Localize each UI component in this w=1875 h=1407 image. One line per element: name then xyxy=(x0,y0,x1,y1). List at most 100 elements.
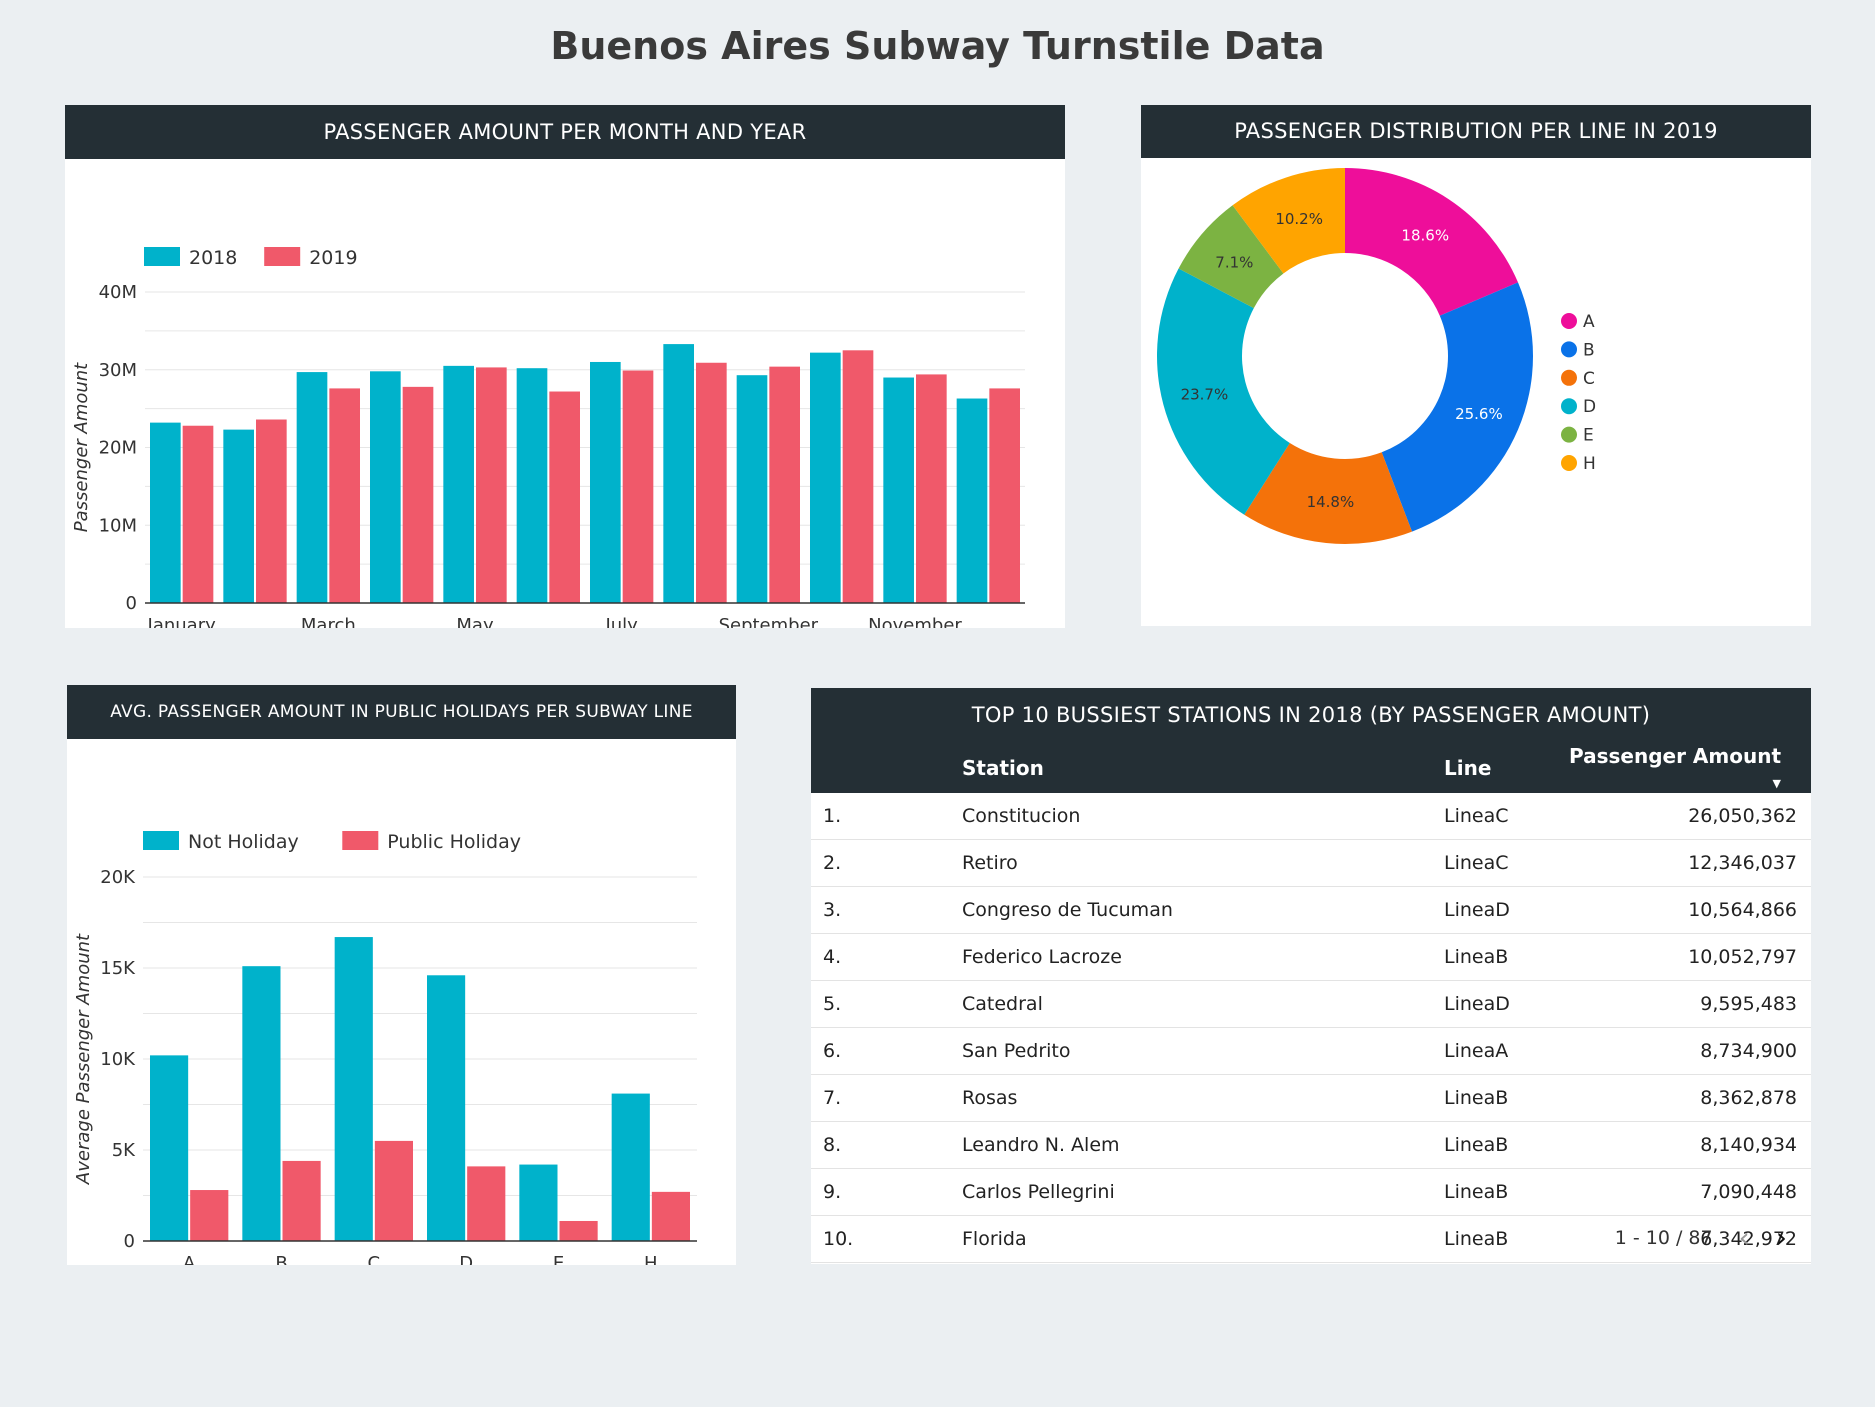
y-tick-label: 20M xyxy=(99,438,137,459)
bar-2019 xyxy=(696,362,727,603)
slice-label: 25.6% xyxy=(1455,405,1503,423)
legend-dot xyxy=(1561,369,1577,386)
bar-public-holiday xyxy=(282,1160,321,1241)
station-cell: Carlos Pellegrini xyxy=(961,1168,1443,1216)
line-cell: LineaC xyxy=(1443,839,1565,887)
chevron-left-icon[interactable]: ‹ xyxy=(1738,1221,1750,1254)
table-row: 7. Rosas LineaB 8,362,878 xyxy=(811,1074,1811,1122)
monthly-bar-chart: 010M20M30M40MJanuaryFebruaryMarchAprilMa… xyxy=(71,247,1036,661)
rank-cell: 7. xyxy=(811,1074,961,1122)
bar-not-holiday xyxy=(334,937,373,1241)
chevron-right-icon[interactable]: › xyxy=(1775,1221,1787,1254)
legend-dot xyxy=(1561,313,1577,329)
bar-2019 xyxy=(842,350,874,603)
station-cell: Catedral xyxy=(961,980,1443,1028)
x-tick-label: May xyxy=(456,615,494,628)
table-row: 9. Carlos Pellegrini LineaB 7,090,448 xyxy=(811,1168,1811,1216)
table-row: 2. Retiro LineaC 12,346,037 xyxy=(811,839,1811,887)
bar-not-holiday xyxy=(427,975,466,1241)
legend-label: C xyxy=(1583,369,1595,389)
amount-cell: 8,362,878 xyxy=(1565,1074,1811,1122)
line-cell: LineaB xyxy=(1443,1074,1565,1122)
sort-desc-icon[interactable]: ▼ xyxy=(1772,777,1781,790)
line-cell: LineaD xyxy=(1443,886,1565,934)
station-column-header[interactable]: Station xyxy=(961,743,1443,793)
y-tick-label: 40M xyxy=(99,282,137,303)
legend-swatch xyxy=(143,831,179,850)
bar-2018 xyxy=(516,368,548,603)
legend-swatch xyxy=(264,247,301,266)
legend-label: A xyxy=(1583,312,1595,332)
donut-chart-title: PASSENGER DISTRIBUTION PER LINE IN 2019 xyxy=(1141,105,1811,158)
rank-cell: 8. xyxy=(811,1121,961,1169)
line-cell: LineaB xyxy=(1443,1121,1565,1169)
y-tick-label: 10M xyxy=(99,515,137,536)
holiday-chart-panel: AVG. PASSENGER AMOUNT IN PUBLIC HOLIDAYS… xyxy=(67,685,736,1306)
bar-2018 xyxy=(663,344,694,603)
bar-2018 xyxy=(443,365,474,603)
donut-slice-d xyxy=(1157,268,1290,515)
bar-2018 xyxy=(150,422,181,603)
y-tick-label: 10K xyxy=(100,1049,136,1070)
bar-2018 xyxy=(736,375,768,603)
rank-cell: 10. xyxy=(811,1215,961,1263)
amount-cell: 7,090,448 xyxy=(1565,1168,1811,1216)
legend-label: E xyxy=(1583,426,1594,446)
line-column-header[interactable]: Line xyxy=(1443,743,1565,793)
bar-2018 xyxy=(370,371,401,603)
y-axis-title: Average Passenger Amount xyxy=(73,933,94,1185)
line-cell: LineaA xyxy=(1443,1027,1565,1075)
legend-dot xyxy=(1561,398,1577,415)
pagination-range: 1 - 10 / 87 xyxy=(1614,1226,1713,1249)
station-cell: Leandro N. Alem xyxy=(961,1121,1443,1169)
pagination: 1 - 10 / 87 ‹ › xyxy=(1615,1221,1787,1254)
bar-2019 xyxy=(769,366,800,603)
slice-label: 10.2% xyxy=(1275,210,1323,228)
y-tick-label: 30M xyxy=(99,360,137,381)
station-cell: San Pedrito xyxy=(961,1027,1443,1075)
bar-2018 xyxy=(223,429,254,603)
y-tick-label: 0 xyxy=(126,593,137,614)
bar-public-holiday xyxy=(467,1166,506,1241)
station-cell: Retiro xyxy=(961,839,1443,887)
monthly-chart-panel: PASSENGER AMOUNT PER MONTH AND YEAR 0 10M… xyxy=(65,105,1065,661)
bar-2019 xyxy=(989,388,1020,603)
rank-cell: 6. xyxy=(811,1027,961,1075)
rank-column-header xyxy=(811,743,961,793)
stations-table-title: TOP 10 BUSSIEST STATIONS IN 2018 (BY PAS… xyxy=(811,688,1811,743)
slice-label: 23.7% xyxy=(1181,386,1229,404)
amount-column-header[interactable]: Passenger Amount ▼ xyxy=(1565,743,1811,793)
bar-2018 xyxy=(296,372,328,603)
stations-table-panel: TOP 10 BUSSIEST STATIONS IN 2018 (BY PAS… xyxy=(811,688,1811,1264)
table-row: 4. Federico Lacroze LineaB 10,052,797 xyxy=(811,933,1811,981)
x-tick-label: H xyxy=(644,1253,658,1265)
rank-cell: 3. xyxy=(811,886,961,934)
bar-2019 xyxy=(622,370,654,603)
amount-cell: 8,734,900 xyxy=(1565,1027,1811,1075)
donut-chart-panel: PASSENGER DISTRIBUTION PER LINE IN 2019 … xyxy=(1141,105,1811,626)
holiday-bar-chart: 0 5K 10K 15K 20K A B C D E H Not Holiday Public Holi… xyxy=(73,831,697,1306)
bar-2018 xyxy=(810,352,841,603)
bar-public-holiday xyxy=(190,1190,229,1241)
legend-dot xyxy=(1561,426,1577,443)
bar-2019 xyxy=(182,425,214,603)
rank-cell: 5. xyxy=(811,980,961,1028)
donut-slice-c xyxy=(1244,442,1413,544)
bar-2018 xyxy=(956,398,988,603)
donut-slice-b xyxy=(1381,282,1533,532)
bar-2018 xyxy=(883,377,914,603)
bar-2019 xyxy=(549,391,580,603)
table-row: 1. Constitucion LineaC 26,050,362 xyxy=(811,793,1811,840)
y-tick-label: 20K xyxy=(100,867,136,888)
x-tick-label: March xyxy=(301,615,356,628)
x-tick-label: E xyxy=(553,1253,564,1265)
bar-not-holiday xyxy=(611,1093,650,1241)
y-axis-title: Passenger Amount xyxy=(71,362,92,532)
bar-public-holiday xyxy=(374,1140,413,1241)
donut-slice-a xyxy=(1345,168,1519,316)
line-cell: LineaC xyxy=(1443,793,1565,840)
bar-not-holiday xyxy=(242,966,281,1241)
table-row: 6. San Pedrito LineaA 8,734,900 xyxy=(811,1027,1811,1075)
x-tick-label: C xyxy=(368,1253,381,1265)
rank-cell: 2. xyxy=(811,839,961,887)
